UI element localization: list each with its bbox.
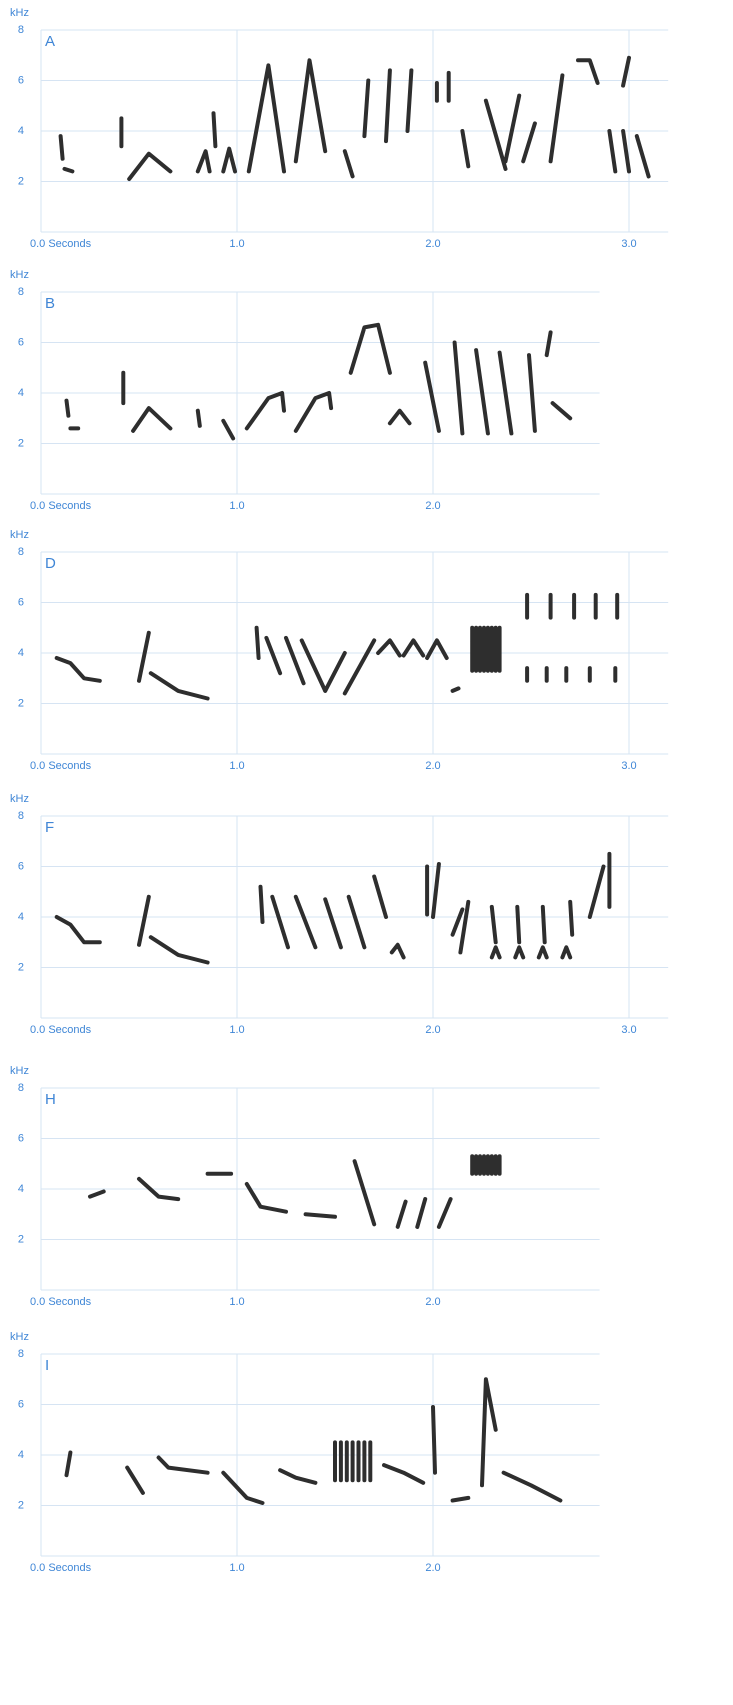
y-tick-label: 2 (18, 697, 24, 709)
y-tick-label: 6 (18, 860, 24, 872)
y-tick-label: 6 (18, 74, 24, 86)
y-tick-label: 4 (18, 387, 24, 399)
y-tick-label: 8 (18, 810, 24, 822)
x-tick-label: 2.0 (425, 1562, 440, 1574)
x-tick-label: 3.0 (621, 760, 636, 772)
x-tick-label: 1.0 (229, 1562, 244, 1574)
axis-label: kHz (10, 7, 29, 19)
y-tick-label: 4 (18, 1449, 24, 1461)
y-tick-label: 2 (18, 175, 24, 187)
panel-label: A (45, 33, 55, 50)
y-tick-label: 4 (18, 911, 24, 923)
axis-label: kHz (10, 269, 29, 281)
x-tick-label: 1.0 (229, 500, 244, 512)
y-tick-label: 8 (18, 546, 24, 558)
x-tick-label: 3.0 (621, 1024, 636, 1036)
x-tick-label: 2.0 (425, 238, 440, 250)
y-tick-label: 6 (18, 1398, 24, 1410)
song-trace (61, 58, 649, 179)
x-tick-label: 1.0 (229, 760, 244, 772)
panel-label: I (45, 1357, 49, 1374)
y-tick-label: 8 (18, 1348, 24, 1360)
x-tick-label: 1.0 (229, 1024, 244, 1036)
y-tick-label: 8 (18, 286, 24, 298)
song-trace (67, 1379, 561, 1503)
y-tick-label: 2 (18, 1233, 24, 1245)
x-tick-label: 0.0 Seconds (30, 238, 92, 250)
y-tick-label: 8 (18, 24, 24, 36)
axis-label: kHz (10, 1331, 29, 1343)
x-tick-label: 0.0 Seconds (30, 500, 92, 512)
x-tick-label: 0.0 Seconds (30, 760, 92, 772)
axis-label: kHz (10, 1065, 29, 1077)
x-tick-label: 2.0 (425, 1024, 440, 1036)
y-tick-label: 4 (18, 1183, 24, 1195)
x-tick-label: 2.0 (425, 760, 440, 772)
song-trace (57, 854, 610, 963)
y-tick-label: 8 (18, 1082, 24, 1094)
x-tick-label: 2.0 (425, 1296, 440, 1308)
y-tick-label: 6 (18, 1132, 24, 1144)
panel-label: F (45, 819, 54, 836)
y-tick-label: 2 (18, 437, 24, 449)
x-tick-label: 0.0 Seconds (30, 1296, 92, 1308)
x-tick-label: 1.0 (229, 1296, 244, 1308)
figure: kHz A 2 4 6 8 0.0 Seconds 1.0 2.0 3.0 kHz B 2 4 6 8 0.0 … (0, 0, 733, 1700)
x-tick-label: 1.0 (229, 238, 244, 250)
x-tick-label: 0.0 Seconds (30, 1024, 92, 1036)
y-tick-label: 2 (18, 961, 24, 973)
x-tick-label: 0.0 Seconds (30, 1562, 92, 1574)
y-tick-label: 6 (18, 336, 24, 348)
panel-label: D (45, 555, 56, 572)
axis-label: kHz (10, 793, 29, 805)
axis-label: kHz (10, 529, 29, 541)
y-tick-label: 6 (18, 596, 24, 608)
y-tick-label: 4 (18, 647, 24, 659)
song-trace (57, 595, 618, 699)
y-tick-label: 2 (18, 1499, 24, 1511)
song-trace (67, 325, 571, 439)
panel-label: H (45, 1091, 56, 1108)
panel-label: B (45, 295, 55, 312)
song-trace (90, 1156, 500, 1227)
y-tick-label: 4 (18, 125, 24, 137)
x-tick-label: 2.0 (425, 500, 440, 512)
x-tick-label: 3.0 (621, 238, 636, 250)
